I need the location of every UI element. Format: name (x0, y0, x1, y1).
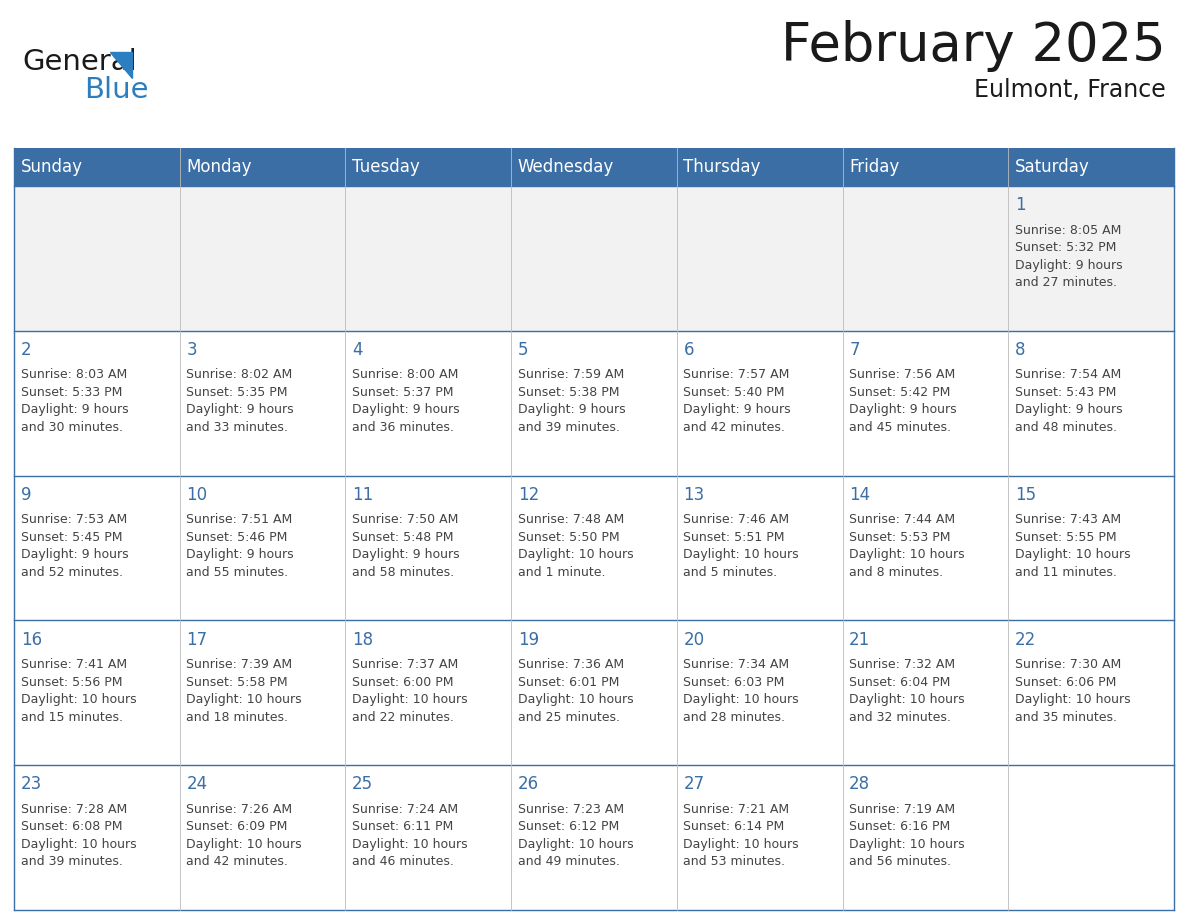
Text: 6: 6 (683, 341, 694, 359)
Text: Sunrise: 7:57 AM
Sunset: 5:40 PM
Daylight: 9 hours
and 42 minutes.: Sunrise: 7:57 AM Sunset: 5:40 PM Dayligh… (683, 368, 791, 434)
Text: Eulmont, France: Eulmont, France (974, 78, 1165, 102)
Text: 16: 16 (20, 631, 42, 648)
Text: 7: 7 (849, 341, 860, 359)
Text: Sunrise: 8:03 AM
Sunset: 5:33 PM
Daylight: 9 hours
and 30 minutes.: Sunrise: 8:03 AM Sunset: 5:33 PM Dayligh… (20, 368, 128, 434)
Text: Tuesday: Tuesday (352, 158, 419, 176)
Text: 14: 14 (849, 486, 871, 504)
Text: Sunrise: 7:24 AM
Sunset: 6:11 PM
Daylight: 10 hours
and 46 minutes.: Sunrise: 7:24 AM Sunset: 6:11 PM Dayligh… (352, 803, 468, 868)
Text: Sunrise: 7:53 AM
Sunset: 5:45 PM
Daylight: 9 hours
and 52 minutes.: Sunrise: 7:53 AM Sunset: 5:45 PM Dayligh… (20, 513, 128, 578)
Text: Blue: Blue (84, 76, 148, 104)
Text: Sunrise: 7:30 AM
Sunset: 6:06 PM
Daylight: 10 hours
and 35 minutes.: Sunrise: 7:30 AM Sunset: 6:06 PM Dayligh… (1015, 658, 1131, 723)
Text: 2: 2 (20, 341, 31, 359)
Bar (14, 148, 1174, 186)
Text: 19: 19 (518, 631, 539, 648)
Text: 17: 17 (187, 631, 208, 648)
Text: 9: 9 (20, 486, 31, 504)
Text: 4: 4 (352, 341, 362, 359)
Text: Monday: Monday (187, 158, 252, 176)
Text: Sunrise: 7:32 AM
Sunset: 6:04 PM
Daylight: 10 hours
and 32 minutes.: Sunrise: 7:32 AM Sunset: 6:04 PM Dayligh… (849, 658, 965, 723)
Text: Friday: Friday (849, 158, 899, 176)
Bar (14, 766, 1174, 910)
Text: 23: 23 (20, 776, 42, 793)
Text: Sunrise: 7:56 AM
Sunset: 5:42 PM
Daylight: 9 hours
and 45 minutes.: Sunrise: 7:56 AM Sunset: 5:42 PM Dayligh… (849, 368, 956, 434)
Text: Sunrise: 7:44 AM
Sunset: 5:53 PM
Daylight: 10 hours
and 8 minutes.: Sunrise: 7:44 AM Sunset: 5:53 PM Dayligh… (849, 513, 965, 578)
Text: Sunrise: 7:51 AM
Sunset: 5:46 PM
Daylight: 9 hours
and 55 minutes.: Sunrise: 7:51 AM Sunset: 5:46 PM Dayligh… (187, 513, 293, 578)
Text: Sunrise: 7:21 AM
Sunset: 6:14 PM
Daylight: 10 hours
and 53 minutes.: Sunrise: 7:21 AM Sunset: 6:14 PM Dayligh… (683, 803, 800, 868)
Text: 18: 18 (352, 631, 373, 648)
Text: Sunrise: 7:46 AM
Sunset: 5:51 PM
Daylight: 10 hours
and 5 minutes.: Sunrise: 7:46 AM Sunset: 5:51 PM Dayligh… (683, 513, 800, 578)
Text: General: General (23, 48, 137, 76)
Text: 27: 27 (683, 776, 704, 793)
Text: 20: 20 (683, 631, 704, 648)
Text: 21: 21 (849, 631, 871, 648)
Text: Sunrise: 8:02 AM
Sunset: 5:35 PM
Daylight: 9 hours
and 33 minutes.: Sunrise: 8:02 AM Sunset: 5:35 PM Dayligh… (187, 368, 293, 434)
Text: 13: 13 (683, 486, 704, 504)
Text: Sunrise: 7:37 AM
Sunset: 6:00 PM
Daylight: 10 hours
and 22 minutes.: Sunrise: 7:37 AM Sunset: 6:00 PM Dayligh… (352, 658, 468, 723)
Text: Sunrise: 7:34 AM
Sunset: 6:03 PM
Daylight: 10 hours
and 28 minutes.: Sunrise: 7:34 AM Sunset: 6:03 PM Dayligh… (683, 658, 800, 723)
Text: Sunrise: 7:26 AM
Sunset: 6:09 PM
Daylight: 10 hours
and 42 minutes.: Sunrise: 7:26 AM Sunset: 6:09 PM Dayligh… (187, 803, 302, 868)
Text: Sunrise: 7:48 AM
Sunset: 5:50 PM
Daylight: 10 hours
and 1 minute.: Sunrise: 7:48 AM Sunset: 5:50 PM Dayligh… (518, 513, 633, 578)
Bar (14, 476, 1174, 621)
Text: Sunrise: 7:59 AM
Sunset: 5:38 PM
Daylight: 9 hours
and 39 minutes.: Sunrise: 7:59 AM Sunset: 5:38 PM Dayligh… (518, 368, 625, 434)
Text: Sunrise: 7:19 AM
Sunset: 6:16 PM
Daylight: 10 hours
and 56 minutes.: Sunrise: 7:19 AM Sunset: 6:16 PM Dayligh… (849, 803, 965, 868)
Text: Sunrise: 7:54 AM
Sunset: 5:43 PM
Daylight: 9 hours
and 48 minutes.: Sunrise: 7:54 AM Sunset: 5:43 PM Dayligh… (1015, 368, 1123, 434)
Text: Sunrise: 7:36 AM
Sunset: 6:01 PM
Daylight: 10 hours
and 25 minutes.: Sunrise: 7:36 AM Sunset: 6:01 PM Dayligh… (518, 658, 633, 723)
Text: Wednesday: Wednesday (518, 158, 614, 176)
Text: 12: 12 (518, 486, 539, 504)
Text: 25: 25 (352, 776, 373, 793)
Text: 26: 26 (518, 776, 539, 793)
Bar (14, 330, 1174, 476)
Text: 11: 11 (352, 486, 373, 504)
Text: Sunrise: 7:39 AM
Sunset: 5:58 PM
Daylight: 10 hours
and 18 minutes.: Sunrise: 7:39 AM Sunset: 5:58 PM Dayligh… (187, 658, 302, 723)
Text: Sunrise: 8:05 AM
Sunset: 5:32 PM
Daylight: 9 hours
and 27 minutes.: Sunrise: 8:05 AM Sunset: 5:32 PM Dayligh… (1015, 224, 1123, 289)
Text: Sunrise: 7:43 AM
Sunset: 5:55 PM
Daylight: 10 hours
and 11 minutes.: Sunrise: 7:43 AM Sunset: 5:55 PM Dayligh… (1015, 513, 1131, 578)
Text: 8: 8 (1015, 341, 1025, 359)
Text: 28: 28 (849, 776, 871, 793)
Bar (14, 621, 1174, 766)
Bar (14, 186, 1174, 330)
Text: 22: 22 (1015, 631, 1036, 648)
Text: Sunrise: 8:00 AM
Sunset: 5:37 PM
Daylight: 9 hours
and 36 minutes.: Sunrise: 8:00 AM Sunset: 5:37 PM Dayligh… (352, 368, 460, 434)
Text: Sunrise: 7:50 AM
Sunset: 5:48 PM
Daylight: 9 hours
and 58 minutes.: Sunrise: 7:50 AM Sunset: 5:48 PM Dayligh… (352, 513, 460, 578)
Text: 5: 5 (518, 341, 529, 359)
Text: Sunrise: 7:23 AM
Sunset: 6:12 PM
Daylight: 10 hours
and 49 minutes.: Sunrise: 7:23 AM Sunset: 6:12 PM Dayligh… (518, 803, 633, 868)
Text: February 2025: February 2025 (782, 20, 1165, 72)
Text: Sunday: Sunday (20, 158, 83, 176)
Text: Thursday: Thursday (683, 158, 760, 176)
Text: 15: 15 (1015, 486, 1036, 504)
Text: 24: 24 (187, 776, 208, 793)
Text: 3: 3 (187, 341, 197, 359)
Polygon shape (110, 52, 132, 78)
Text: Sunrise: 7:41 AM
Sunset: 5:56 PM
Daylight: 10 hours
and 15 minutes.: Sunrise: 7:41 AM Sunset: 5:56 PM Dayligh… (20, 658, 137, 723)
Text: Sunrise: 7:28 AM
Sunset: 6:08 PM
Daylight: 10 hours
and 39 minutes.: Sunrise: 7:28 AM Sunset: 6:08 PM Dayligh… (20, 803, 137, 868)
Text: 10: 10 (187, 486, 208, 504)
Text: 1: 1 (1015, 196, 1025, 214)
Text: Saturday: Saturday (1015, 158, 1089, 176)
